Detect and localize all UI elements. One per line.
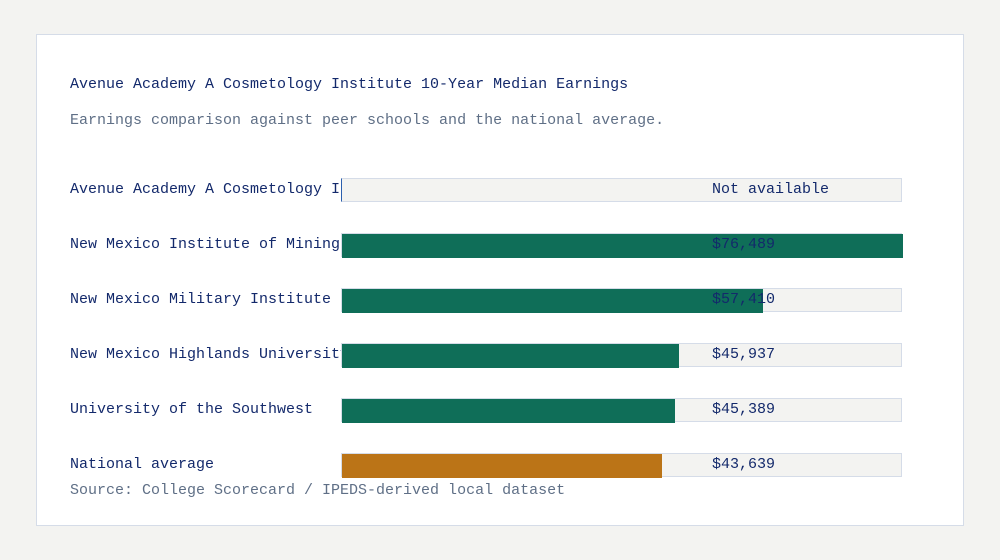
bar-track <box>341 288 902 313</box>
bar-row: New Mexico Institute of Mining $76,489 <box>70 233 903 258</box>
bar <box>342 454 663 478</box>
bar-track <box>341 233 903 258</box>
chart-title: Avenue Academy A Cosmetology Institute 1… <box>70 76 629 93</box>
bar-track <box>341 398 902 423</box>
bar-row: University of the Southwest $45,389 <box>70 398 902 423</box>
bar-row: New Mexico Military Institute $57,410 <box>70 288 902 313</box>
bar <box>342 344 679 368</box>
bar <box>342 289 764 313</box>
chart-card: Avenue Academy A Cosmetology Institute 1… <box>36 34 964 526</box>
bar-row: National average $43,639 <box>70 453 902 478</box>
value-label: $57,410 <box>712 291 776 308</box>
category-label: New Mexico Highlands University <box>70 346 341 363</box>
value-label: $43,639 <box>712 456 776 473</box>
category-label: Avenue Academy A Cosmetology Institute <box>70 181 341 198</box>
bar-track <box>341 343 902 368</box>
bar-track <box>341 178 902 202</box>
category-label: New Mexico Military Institute <box>70 291 332 308</box>
bar-track <box>341 453 902 478</box>
value-label: Not available <box>712 181 830 198</box>
category-label: University of the Southwest <box>70 401 314 418</box>
bar <box>342 399 675 423</box>
bar <box>342 234 903 258</box>
value-label: $45,937 <box>712 346 776 363</box>
category-label: New Mexico Institute of Mining <box>70 236 341 253</box>
source-note: Source: College Scorecard / IPEDS-derive… <box>70 482 566 499</box>
value-label: $76,489 <box>712 236 776 253</box>
bar-row: New Mexico Highlands University $45,937 <box>70 343 902 368</box>
category-label: National average <box>70 456 215 473</box>
value-label: $45,389 <box>712 401 776 418</box>
chart-subtitle: Earnings comparison against peer schools… <box>70 112 665 129</box>
bar-row: Avenue Academy A Cosmetology Institute N… <box>70 178 902 202</box>
